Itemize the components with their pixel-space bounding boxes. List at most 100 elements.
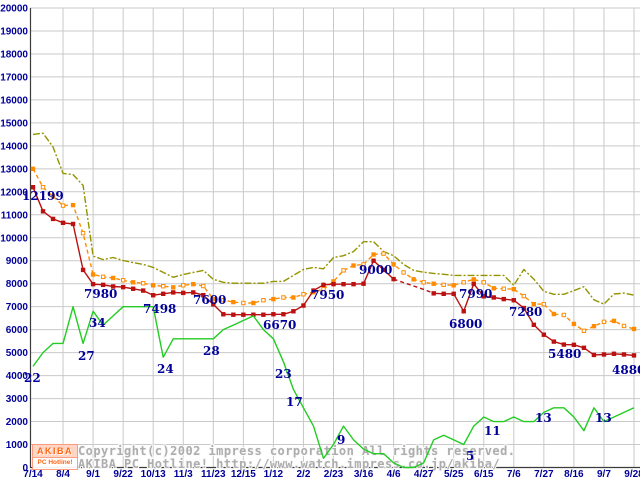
y-tick-label: 14000 bbox=[0, 141, 28, 152]
x-tick-label: 8/16 bbox=[564, 469, 584, 480]
series-average_price-marker bbox=[431, 281, 436, 286]
series-average_price-marker bbox=[321, 287, 326, 292]
series-average_price-marker bbox=[501, 286, 506, 291]
series-lowest_price-marker bbox=[221, 312, 226, 317]
series-lowest_price-marker bbox=[481, 294, 486, 299]
series-average_price-marker bbox=[341, 268, 346, 273]
series-lowest_price-marker bbox=[551, 339, 557, 344]
series-lowest_price-marker bbox=[451, 291, 456, 297]
series-average_price-marker bbox=[481, 280, 486, 285]
series-average_price-marker bbox=[581, 328, 587, 333]
series-lowest_price-marker bbox=[40, 209, 46, 214]
series-lowest_price-marker bbox=[30, 185, 36, 190]
series-lowest_price-marker bbox=[211, 302, 216, 307]
x-tick-label: 1/12 bbox=[264, 469, 284, 480]
series-lowest_price-marker bbox=[561, 342, 567, 347]
price-label: 7600 bbox=[193, 293, 226, 307]
y-tick-label: 12000 bbox=[0, 187, 28, 198]
series-lowest_price-marker bbox=[511, 298, 516, 303]
series-lowest_price-marker bbox=[70, 221, 76, 227]
series-lowest_price-marker bbox=[60, 220, 66, 226]
shop-count-label: 13 bbox=[595, 411, 612, 425]
series-average_price-marker bbox=[231, 299, 236, 305]
price-label: 9000 bbox=[359, 263, 392, 277]
x-tick-label: 5/25 bbox=[444, 469, 464, 480]
series-lowest_price-marker bbox=[50, 216, 56, 222]
x-tick-label: 9/7 bbox=[597, 469, 611, 480]
series-average_price-marker bbox=[511, 287, 516, 292]
series-lowest_price-gap-dashed bbox=[393, 278, 434, 294]
y-tick-label: 13000 bbox=[0, 164, 28, 175]
shop-count-label: 28 bbox=[203, 344, 220, 358]
price-label: 6800 bbox=[449, 317, 482, 331]
series-average_price-marker bbox=[351, 263, 356, 268]
shop-count-label: 5 bbox=[466, 449, 474, 463]
x-tick-label: 7/14 bbox=[23, 469, 43, 480]
x-tick-label: 7/6 bbox=[507, 469, 521, 480]
series-lowest_price-marker bbox=[381, 267, 386, 273]
series-lowest_price-marker bbox=[181, 290, 186, 296]
y-tick-label: 18000 bbox=[0, 49, 28, 60]
x-tick-label: 3/16 bbox=[354, 469, 374, 480]
y-tick-label: 0 bbox=[22, 463, 28, 474]
y-tick-label: 17000 bbox=[0, 72, 28, 83]
series-average_price-marker bbox=[631, 326, 637, 332]
series-average_price-marker bbox=[30, 166, 36, 172]
series-average_price-marker bbox=[601, 319, 607, 325]
series-average_price-marker bbox=[181, 283, 186, 288]
series-average_price-marker bbox=[361, 262, 366, 267]
x-tick-label: 4/6 bbox=[387, 469, 401, 480]
series-lowest_price-marker bbox=[541, 332, 547, 337]
x-tick-label: 12/15 bbox=[231, 469, 256, 480]
y-tick-label: 7000 bbox=[6, 302, 29, 313]
series-lowest_price-marker bbox=[321, 282, 326, 288]
series-lowest_price-marker bbox=[491, 295, 496, 300]
series-average_price-marker bbox=[371, 252, 376, 257]
series-lowest_price-marker bbox=[501, 296, 506, 302]
y-tick-label: 4000 bbox=[6, 371, 29, 382]
series-average_price-marker bbox=[281, 295, 286, 300]
x-tick-label: 11/23 bbox=[201, 469, 226, 480]
shop-count-label: 24 bbox=[157, 362, 174, 376]
series-average_price-marker bbox=[251, 300, 256, 306]
series-average_price-marker bbox=[561, 312, 567, 318]
series-lowest_price-marker bbox=[161, 291, 166, 297]
series-lowest_price-marker bbox=[611, 351, 617, 356]
series-lowest_price-marker bbox=[120, 284, 126, 290]
axis-label-layer: 0 1000 2000 3000 4000 5000 6000 7000 8000 9000 100… bbox=[0, 4, 640, 480]
series-shop_count-line bbox=[32, 306, 635, 469]
series-lowest_price-marker bbox=[271, 312, 276, 317]
series-lowest_price-marker bbox=[241, 312, 246, 317]
shop-count-label: 9 bbox=[337, 433, 345, 447]
shop-count-label: 11 bbox=[484, 424, 501, 438]
series-lowest_price-marker bbox=[601, 352, 607, 357]
site-url-line: AKIBA PC Hotline! http://www.watch.impre… bbox=[78, 457, 500, 471]
series-average_price-marker bbox=[451, 283, 456, 288]
series-average_price-marker bbox=[130, 280, 136, 285]
y-tick-label: 16000 bbox=[0, 95, 28, 106]
y-tick-label: 2000 bbox=[6, 417, 29, 428]
series-average_price-marker bbox=[60, 203, 66, 208]
series-average_price-marker bbox=[401, 270, 406, 275]
x-tick-label: 9/22 bbox=[113, 469, 133, 480]
series-lowest_price-marker bbox=[191, 290, 196, 295]
series-average_price-marker bbox=[441, 282, 446, 288]
series-lowest_price-marker bbox=[591, 352, 597, 358]
series-average_price-marker bbox=[531, 301, 537, 307]
series-average_price-marker bbox=[591, 324, 597, 329]
series-lowest_price-marker bbox=[351, 281, 356, 287]
series-average_price-marker bbox=[171, 285, 176, 290]
series-lowest_price-marker bbox=[261, 312, 266, 317]
series-lowest_price-marker bbox=[471, 281, 476, 287]
series-lowest_price-marker bbox=[391, 276, 396, 282]
x-tick-label: 2/23 bbox=[324, 469, 344, 480]
shop-count-label: 34 bbox=[89, 316, 106, 330]
series-average_price-marker bbox=[261, 298, 266, 303]
copyright-line: Copyright(c)2002 impress corporation All… bbox=[78, 444, 515, 458]
series-lowest_price-marker bbox=[140, 288, 146, 293]
series-lowest_price-marker bbox=[461, 309, 466, 314]
series-average_price-marker bbox=[191, 281, 196, 287]
x-tick-label: 9/28 bbox=[624, 469, 640, 480]
